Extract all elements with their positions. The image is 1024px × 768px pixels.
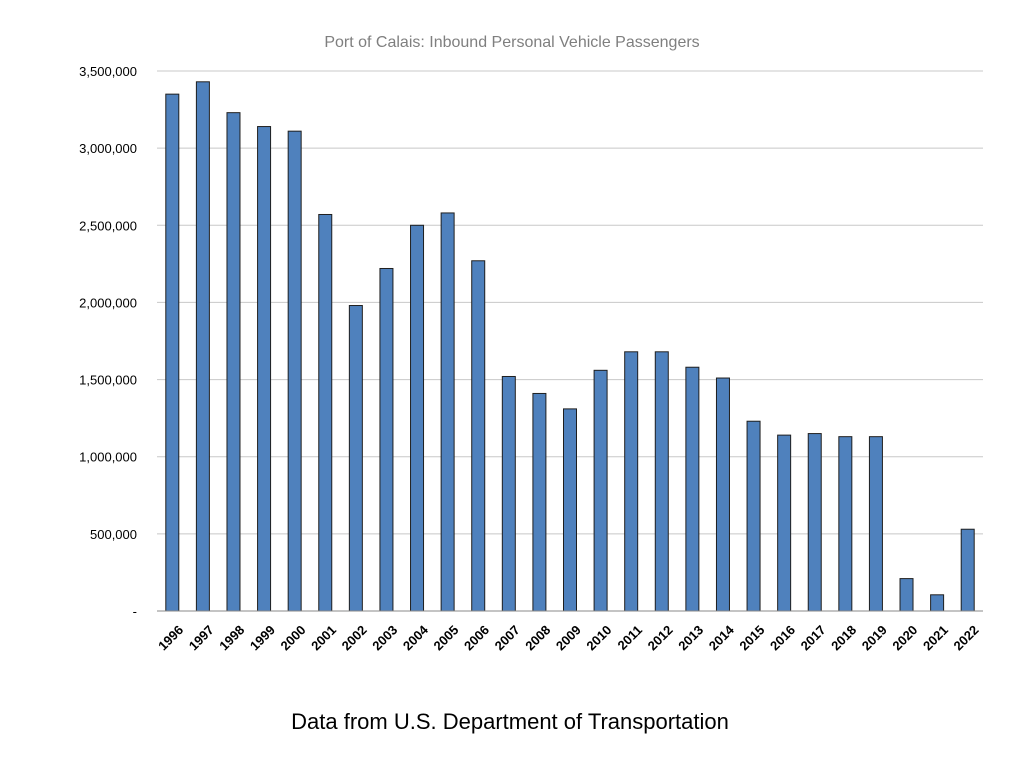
- x-tick-label: 1999: [247, 622, 278, 653]
- y-tick-label: 1,500,000: [79, 373, 137, 388]
- x-tick-label: 2013: [675, 622, 706, 653]
- bar-2010: [593, 369, 608, 612]
- x-tick-label: 2003: [369, 622, 400, 653]
- x-axis-ticks: 1996 1997 1998 1999 2000 2001 2002 2003 2004 2005…: [155, 622, 981, 654]
- bar-1997: [195, 81, 210, 612]
- bar-2005: [440, 212, 455, 612]
- y-tick-label: 3,000,000: [79, 141, 137, 156]
- x-tick-label: 2001: [308, 622, 339, 653]
- x-tick-label: 2005: [430, 622, 461, 653]
- y-tick-label: -: [133, 604, 137, 619]
- bar-2020: [899, 578, 914, 612]
- bar-2001: [318, 213, 333, 612]
- y-tick-label: 1,000,000: [79, 450, 137, 465]
- bar-2007: [501, 375, 516, 612]
- x-tick-label: 2017: [798, 622, 829, 653]
- y-axis-ticks: - 500,000 1,000,000 1,500,000 2,000,000 2,500…: [79, 64, 137, 619]
- bar-2008: [532, 392, 547, 612]
- bar-1998: [226, 112, 241, 612]
- bar-2016: [777, 434, 792, 612]
- bar-2003: [379, 267, 394, 612]
- bar-2004: [410, 224, 425, 612]
- bar-2013: [685, 366, 700, 612]
- x-tick-label: 2009: [553, 622, 584, 653]
- y-tick-label: 3,500,000: [79, 64, 137, 79]
- bar-1999: [257, 126, 272, 612]
- x-tick-label: 2016: [767, 622, 798, 653]
- x-tick-label: 2015: [736, 622, 767, 653]
- y-tick-label: 500,000: [90, 527, 137, 542]
- bar-2002: [348, 305, 363, 612]
- chart-title: Port of Calais: Inbound Personal Vehicle…: [324, 34, 699, 51]
- bar-2021: [930, 594, 945, 612]
- x-tick-label: 1998: [216, 622, 247, 653]
- bar-2006: [471, 260, 486, 612]
- x-tick-label: 2012: [645, 622, 676, 653]
- x-tick-label: 2010: [583, 622, 614, 653]
- x-tick-label: 2008: [522, 622, 553, 653]
- x-tick-label: 2019: [859, 622, 890, 653]
- bar-2000: [287, 130, 302, 612]
- x-tick-label: 2011: [615, 622, 646, 653]
- bar-2022: [960, 528, 975, 612]
- x-tick-label: 1997: [186, 622, 217, 653]
- x-tick-label: 2006: [461, 622, 492, 653]
- x-tick-label: 2000: [278, 622, 309, 653]
- bar-2017: [807, 433, 822, 612]
- x-tick-label: 2018: [828, 622, 859, 653]
- bar-2011: [624, 351, 639, 612]
- bar-2015: [746, 420, 761, 612]
- bar-2019: [868, 436, 883, 612]
- x-tick-label: 2020: [889, 622, 920, 653]
- bar-2018: [838, 436, 853, 612]
- bar-1996: [165, 93, 180, 612]
- bar-2014: [715, 377, 730, 612]
- x-tick-label: 2002: [339, 622, 370, 653]
- x-tick-label: 1996: [155, 622, 186, 653]
- bar-2009: [563, 408, 577, 612]
- source-note: Data from U.S. Department of Transportat…: [291, 709, 729, 734]
- bars: [165, 81, 975, 612]
- x-tick-label: 2021: [920, 622, 951, 653]
- y-tick-label: 2,000,000: [79, 295, 137, 310]
- x-tick-label: 2007: [492, 622, 523, 653]
- x-tick-label: 2014: [706, 622, 738, 654]
- x-tick-label: 2004: [400, 622, 432, 654]
- x-tick-label: 2022: [951, 622, 982, 653]
- y-tick-label: 2,500,000: [79, 218, 137, 233]
- bar-2012: [654, 351, 669, 612]
